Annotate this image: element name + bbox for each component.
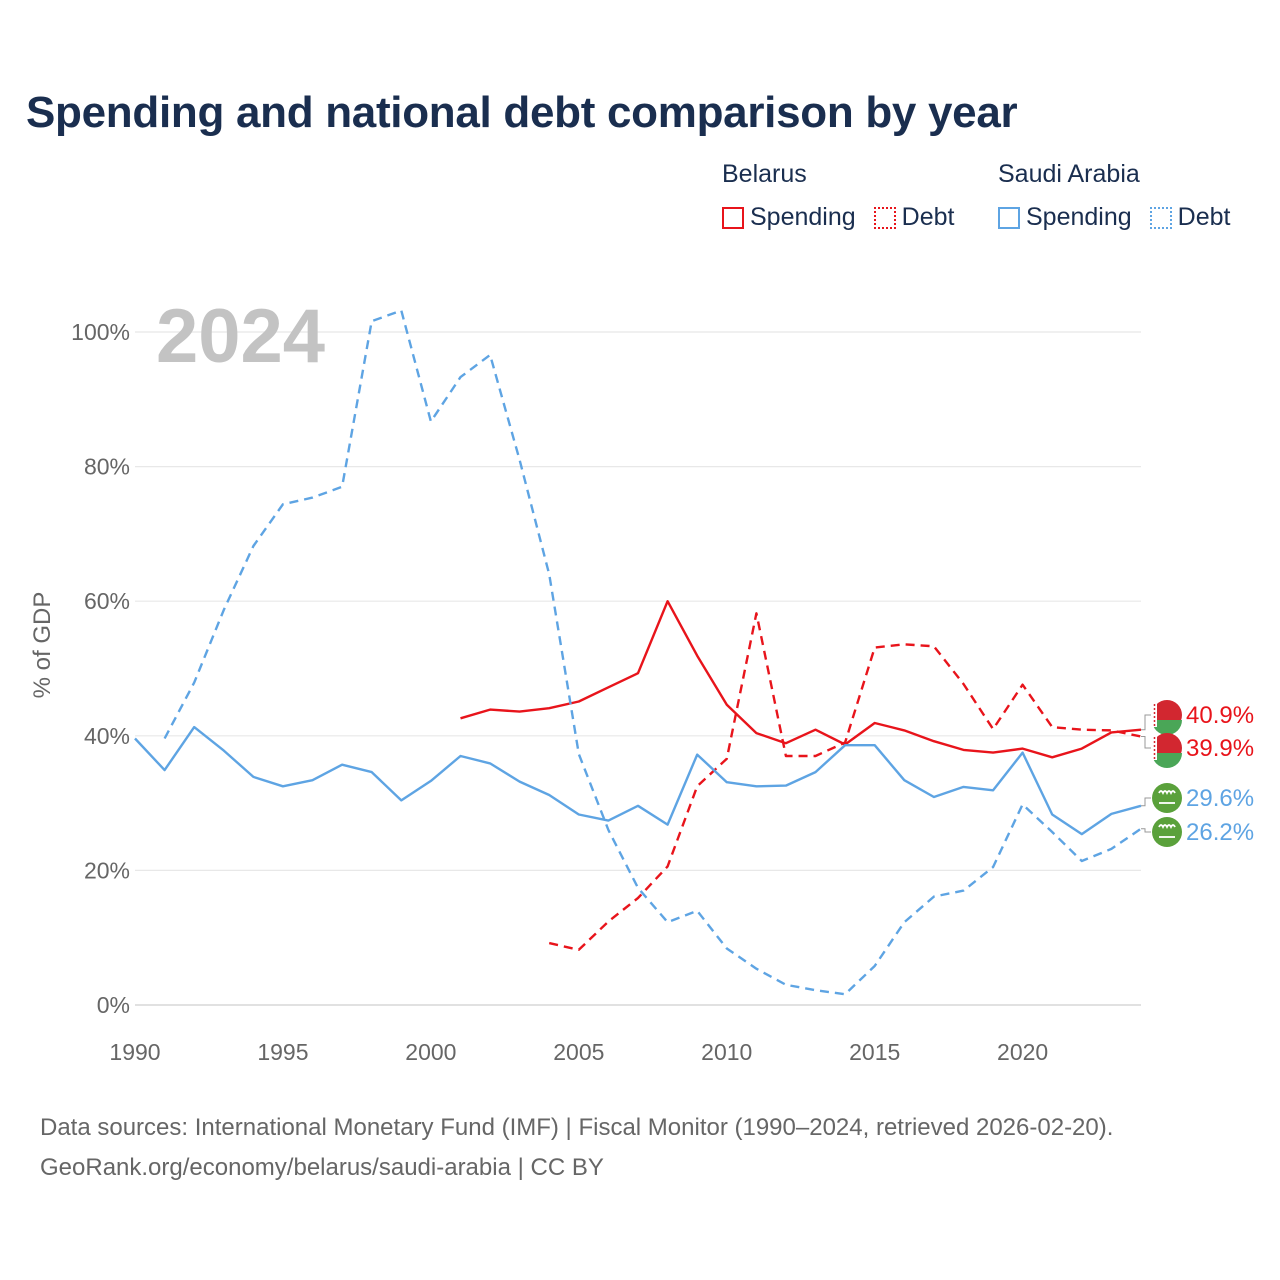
line-chart: 0% 20% 40% 60% 80% 100% 1990 1995 2000 2005 2010 2…: [29, 294, 1254, 1065]
end-connector-saudi-arabia-spending: [1141, 797, 1151, 807]
series-lines: [134, 309, 1142, 996]
footer-sources: Data sources: International Monetary Fun…: [40, 1114, 1114, 1141]
belarus-flag-icon: [1152, 733, 1182, 768]
x-tick-label-1995: 1995: [257, 1039, 308, 1065]
y-tick-label-40: 40%: [84, 723, 130, 749]
x-axis-ticks: 1990 1995 2000 2005 2010 2015 2020: [109, 1039, 1048, 1065]
x-tick-label-2020: 2020: [997, 1039, 1048, 1065]
footer-url: GeoRank.org/economy/belarus/saudi-arabia…: [40, 1154, 604, 1181]
y-tick-label-60: 60%: [84, 588, 130, 614]
x-tick-label-2015: 2015: [849, 1039, 900, 1065]
end-connector-belarus-spending: [1141, 714, 1151, 731]
gridlines: [135, 331, 1141, 1006]
end-label-belarus-debt: 39.9%: [1186, 735, 1254, 762]
legend-country-saudi: Saudi Arabia: [998, 160, 1140, 188]
legend-label-saudi-debt: Debt: [1177, 203, 1231, 231]
legend-swatch-saudi-debt: [1149, 206, 1172, 229]
year-watermark: 2024: [156, 294, 325, 379]
series-saudi-arabia-debt: [163, 309, 1142, 996]
legend-swatch-saudi-spending: [998, 206, 1020, 229]
x-tick-label-2000: 2000: [405, 1039, 456, 1065]
series-belarus-debt: [548, 612, 1142, 951]
end-labels: 40.9% 39.9% 29.6% 26.2%: [1141, 700, 1254, 847]
belarus-flag-icon: [1152, 700, 1182, 735]
footer: Data sources: International Monetary Fun…: [40, 1108, 1113, 1188]
series-belarus-spending: [460, 600, 1142, 759]
y-axis-ticks: 0% 20% 40% 60% 80% 100%: [71, 319, 130, 1018]
legend-saudi-spending[interactable]: Spending: [998, 203, 1132, 232]
y-tick-label-0: 0%: [97, 992, 130, 1018]
end-label-saudi-arabia-spending: 29.6%: [1186, 785, 1254, 812]
x-tick-label-1990: 1990: [109, 1039, 160, 1065]
legend-belarus: Belarus Spending Debt: [722, 160, 972, 232]
y-axis-label: % of GDP: [29, 592, 56, 699]
legend-swatch-belarus-spending: [722, 206, 744, 229]
legend-saudi: Saudi Arabia Spending Debt: [998, 160, 1248, 232]
saudi-flag-icon: [1152, 783, 1182, 813]
legend-country-belarus: Belarus: [722, 160, 807, 188]
legend-belarus-spending[interactable]: Spending: [722, 203, 856, 232]
y-tick-label-100: 100%: [71, 319, 130, 345]
chart-title: Spending and national debt comparison by…: [26, 88, 1018, 137]
legend-belarus-debt[interactable]: Debt: [873, 203, 955, 232]
end-connector-saudi-arabia-debt: [1141, 828, 1151, 833]
legend-saudi-debt[interactable]: Debt: [1149, 203, 1231, 232]
x-tick-label-2005: 2005: [553, 1039, 604, 1065]
end-label-saudi-arabia-debt: 26.2%: [1186, 819, 1254, 846]
saudi-flag-icon: [1152, 817, 1182, 847]
legend-label-belarus-debt: Debt: [901, 203, 955, 231]
x-tick-label-2010: 2010: [701, 1039, 752, 1065]
legend-swatch-belarus-debt: [873, 206, 896, 229]
series-saudi-arabia-spending: [134, 725, 1142, 836]
legend-label-saudi-spending: Spending: [1026, 203, 1132, 231]
legend-label-belarus-spending: Spending: [750, 203, 856, 231]
y-tick-label-20: 20%: [84, 857, 130, 883]
y-tick-label-80: 80%: [84, 454, 130, 480]
end-connector-belarus-debt: [1141, 736, 1151, 749]
end-label-belarus-spending: 40.9%: [1186, 702, 1254, 729]
